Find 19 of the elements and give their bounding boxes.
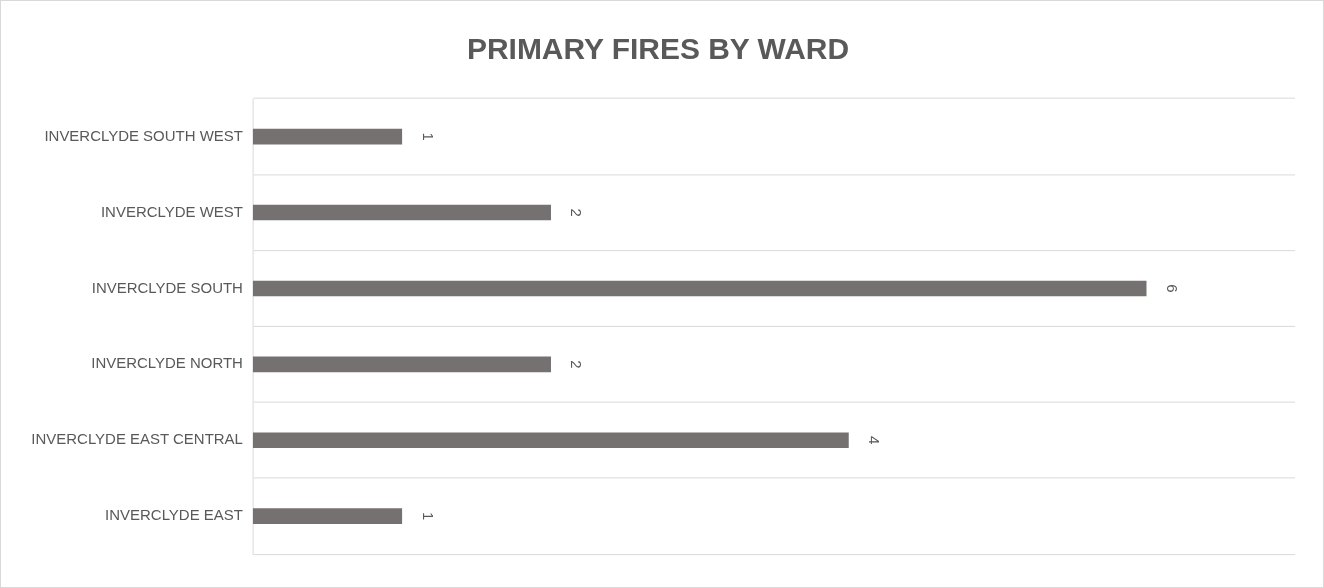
- y-tick-label: INVERCLYDE WEST: [100, 202, 243, 220]
- bar: [252, 508, 403, 524]
- data-label: 6: [1163, 284, 1181, 293]
- bar: [252, 128, 403, 145]
- bar: [252, 280, 1147, 297]
- y-tick-label: INVERCLYDE NORTH: [91, 354, 243, 372]
- data-label: 4: [866, 436, 884, 445]
- data-label: 1: [419, 512, 437, 521]
- bar: [252, 432, 849, 449]
- bar: [252, 204, 551, 221]
- data-label: 2: [568, 360, 586, 369]
- y-tick-label: INVERCLYDE SOUTH WEST: [44, 126, 243, 144]
- y-tick-label: INVERCLYDE EAST: [105, 506, 243, 524]
- bar: [252, 356, 551, 373]
- y-tick-label: INVERCLYDE SOUTH: [91, 278, 243, 296]
- data-label: 1: [419, 132, 437, 141]
- data-label: 2: [568, 208, 586, 217]
- y-tick-label: INVERCLYDE EAST CENTRAL: [31, 430, 243, 448]
- chart-title: PRIMARY FIRES BY WARD: [467, 32, 849, 66]
